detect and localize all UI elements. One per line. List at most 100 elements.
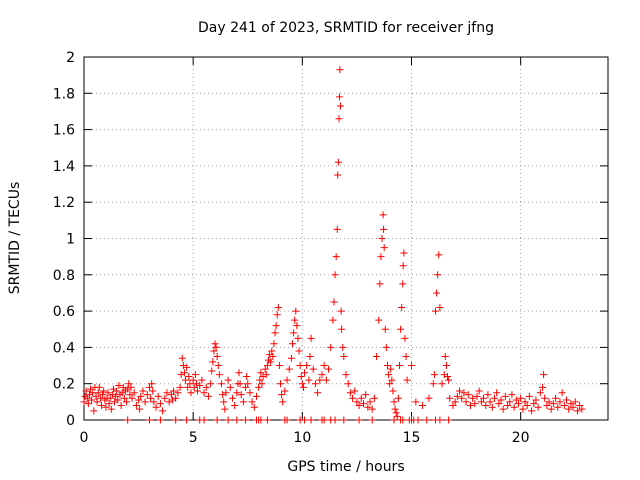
data-point <box>248 398 256 406</box>
data-point <box>141 398 149 406</box>
data-point <box>469 394 477 402</box>
data-point <box>383 362 391 370</box>
data-point <box>237 391 245 399</box>
y-tick-label: 0 <box>66 413 75 429</box>
data-point <box>292 307 300 315</box>
data-point <box>102 403 110 411</box>
data-point <box>222 389 230 397</box>
data-point <box>567 400 575 408</box>
data-point <box>104 389 112 397</box>
data-point <box>150 398 158 406</box>
data-point <box>400 249 408 257</box>
data-point <box>109 385 117 393</box>
data-point <box>446 394 454 402</box>
data-point <box>137 392 145 400</box>
data-point <box>208 367 216 375</box>
x-tick-label: 0 <box>80 430 89 446</box>
data-point <box>558 389 566 397</box>
data-point <box>349 394 357 402</box>
data-point <box>154 392 162 400</box>
data-point <box>221 405 229 413</box>
y-tick-label: 1.2 <box>53 195 75 211</box>
data-point <box>156 400 164 408</box>
data-point <box>477 398 485 406</box>
y-tick-label: 1 <box>66 232 75 248</box>
data-point <box>464 391 472 399</box>
y-tick-label: 1.6 <box>53 123 75 139</box>
data-point <box>236 380 244 388</box>
data-point <box>307 334 315 342</box>
data-point <box>331 416 339 424</box>
y-tick-label: 0.8 <box>53 268 75 284</box>
data-point <box>123 398 131 406</box>
data-point <box>552 394 560 402</box>
data-point <box>425 394 433 402</box>
data-point <box>311 380 319 388</box>
data-point <box>578 405 586 413</box>
data-point <box>303 362 311 370</box>
data-point <box>139 387 147 395</box>
data-point <box>147 394 155 402</box>
data-point <box>224 376 232 384</box>
x-tick-label: 10 <box>293 430 311 446</box>
data-point <box>213 416 221 424</box>
data-point <box>124 385 132 393</box>
data-point <box>333 225 341 233</box>
data-point <box>242 416 250 424</box>
data-point <box>449 401 457 409</box>
data-point <box>403 376 411 384</box>
data-point <box>414 416 422 424</box>
data-points <box>80 66 586 424</box>
data-point <box>504 401 512 409</box>
data-point <box>161 394 169 402</box>
data-point <box>177 371 185 379</box>
data-point <box>299 383 307 391</box>
data-point <box>289 340 297 348</box>
data-point <box>228 394 236 402</box>
data-point <box>87 385 95 393</box>
data-point <box>408 362 415 370</box>
data-point <box>117 401 125 409</box>
x-axis-label: GPS time / hours <box>287 459 404 475</box>
data-point <box>198 376 206 384</box>
data-point <box>257 416 265 424</box>
data-point <box>126 391 134 399</box>
data-point <box>283 376 291 384</box>
data-point <box>506 398 514 406</box>
data-point <box>453 392 461 400</box>
data-point <box>209 358 217 366</box>
data-point <box>329 316 337 324</box>
data-point <box>532 396 540 404</box>
data-point <box>146 383 153 391</box>
data-point <box>435 251 443 259</box>
data-point <box>484 391 492 399</box>
data-point <box>512 396 520 404</box>
data-point <box>287 354 295 362</box>
data-point <box>388 376 396 384</box>
data-point <box>149 387 157 395</box>
data-point <box>293 322 301 330</box>
data-point <box>257 369 265 377</box>
data-point <box>255 383 263 391</box>
data-point <box>108 391 116 399</box>
data-point <box>393 412 401 420</box>
data-point <box>96 394 104 402</box>
data-point <box>180 369 188 377</box>
data-point <box>389 387 397 395</box>
data-point <box>377 253 385 261</box>
chart-title: Day 241 of 2023, SRMTID for receiver jfn… <box>198 20 494 36</box>
data-point <box>261 365 269 373</box>
data-point <box>357 394 365 402</box>
data-point <box>490 394 498 402</box>
data-point <box>278 391 286 399</box>
data-point <box>107 405 115 413</box>
data-point <box>194 387 202 395</box>
data-point <box>399 280 407 288</box>
data-point <box>285 365 293 373</box>
data-point <box>178 354 186 362</box>
data-point <box>146 416 153 424</box>
data-point <box>386 380 394 388</box>
data-point <box>215 371 223 379</box>
data-point <box>168 396 176 404</box>
